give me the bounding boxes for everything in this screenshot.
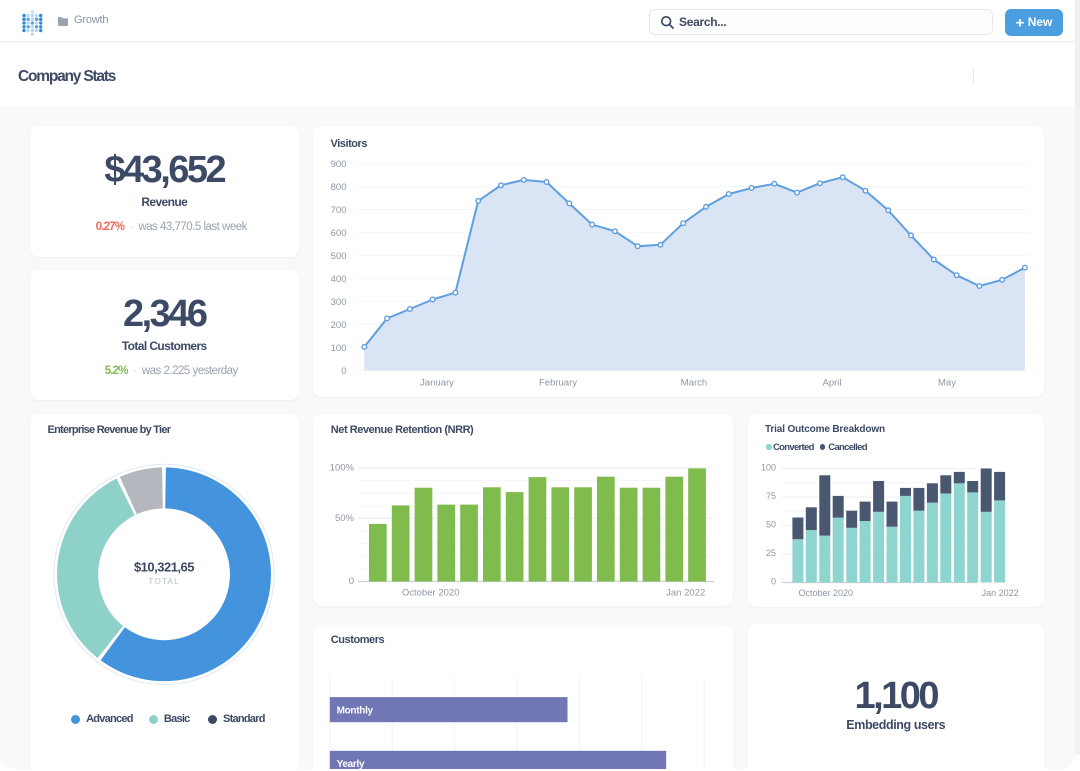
svg-text:October 2020: October 2020: [402, 587, 460, 598]
svg-text:Yearly: Yearly: [337, 759, 365, 769]
svg-text:0: 0: [349, 576, 354, 587]
svg-text:March: March: [681, 377, 707, 388]
svg-text:100: 100: [760, 462, 775, 472]
svg-text:February: February: [539, 377, 577, 388]
svg-text:TOTAL: TOTAL: [148, 576, 180, 586]
svg-text:April: April: [822, 377, 841, 388]
svg-text:100%: 100%: [330, 462, 355, 473]
svg-text:100: 100: [331, 343, 347, 354]
svg-text:800: 800: [331, 182, 347, 193]
svg-text:75: 75: [765, 490, 775, 500]
svg-text:Jan 2022: Jan 2022: [666, 587, 705, 598]
svg-text:200: 200: [331, 320, 347, 331]
svg-text:900: 900: [331, 159, 347, 170]
svg-text:500: 500: [331, 251, 347, 262]
svg-text:0: 0: [770, 576, 775, 586]
svg-text:700: 700: [331, 205, 347, 216]
svg-text:50: 50: [765, 519, 775, 529]
svg-text:January: January: [420, 377, 454, 388]
svg-text:Monthly: Monthly: [337, 705, 374, 716]
svg-text:$10,321,65: $10,321,65: [134, 559, 194, 574]
svg-text:May: May: [938, 377, 956, 388]
svg-text:October 2020: October 2020: [798, 588, 853, 598]
svg-text:600: 600: [331, 228, 347, 239]
svg-text:300: 300: [331, 297, 347, 308]
svg-text:0: 0: [341, 366, 346, 377]
svg-text:400: 400: [331, 274, 347, 285]
svg-text:25: 25: [765, 547, 775, 557]
svg-text:50%: 50%: [335, 513, 355, 524]
svg-text:Jan 2022: Jan 2022: [981, 588, 1018, 598]
